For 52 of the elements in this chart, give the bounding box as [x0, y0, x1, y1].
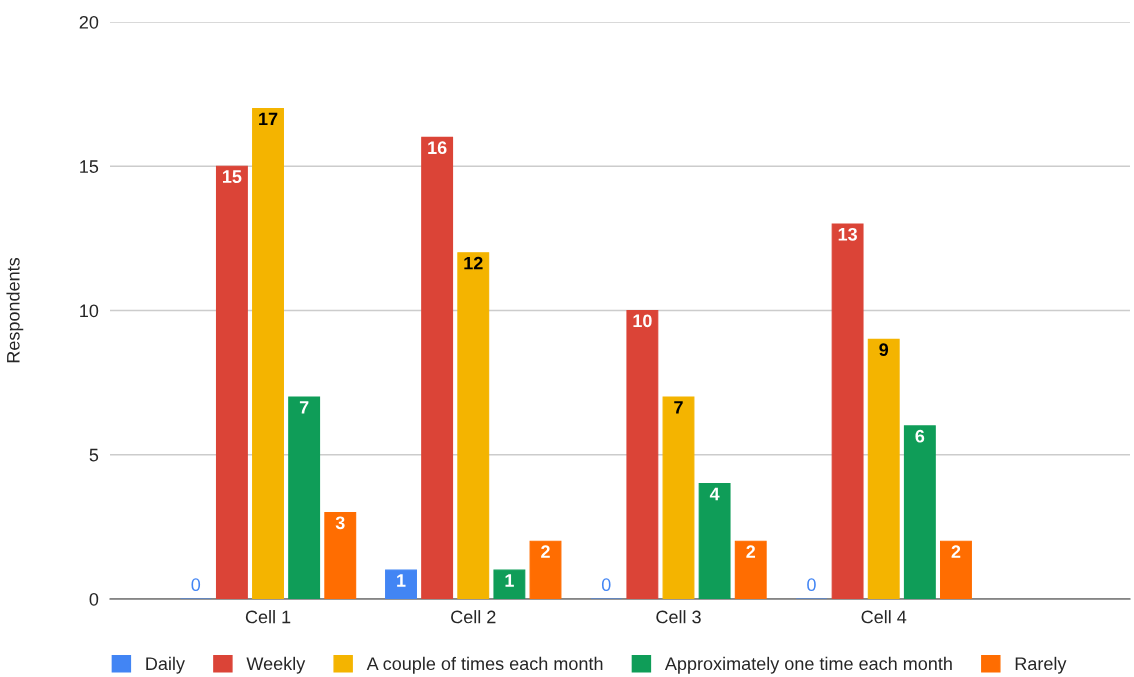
data-label: 16	[428, 141, 447, 155]
bar	[421, 136, 454, 599]
bar	[662, 396, 695, 599]
data-label: 2	[951, 545, 961, 558]
y-tick-label: 5	[89, 448, 99, 462]
data-label: 12	[464, 256, 483, 270]
data-label: 15	[223, 170, 242, 183]
bar	[940, 540, 972, 599]
data-label: 6	[915, 429, 925, 443]
data-label: 0	[191, 578, 201, 592]
data-label: 2	[746, 545, 756, 558]
bar	[734, 540, 767, 599]
bar	[385, 569, 417, 599]
bar	[698, 483, 731, 599]
bar	[457, 252, 490, 599]
y-tick-label: 0	[89, 592, 99, 606]
y-tick-label: 10	[80, 304, 99, 318]
data-label: 0	[807, 578, 816, 592]
x-tick-label: Cell 4	[861, 610, 907, 624]
data-label: 7	[299, 401, 309, 414]
bar	[288, 396, 321, 599]
data-label: 4	[709, 487, 720, 501]
bar	[903, 425, 936, 599]
y-tick-label: 15	[80, 160, 99, 173]
bar	[324, 511, 357, 599]
bar	[529, 540, 562, 599]
y-axis-title: Respondents	[6, 257, 24, 363]
legend-label: Approximately one time each month	[664, 656, 952, 674]
data-label: 2	[541, 545, 550, 558]
data-label: 1	[397, 574, 406, 587]
bar	[252, 107, 284, 599]
bar	[831, 223, 864, 599]
data-label: 3	[335, 516, 345, 530]
bar	[626, 309, 659, 599]
data-label: 1	[505, 574, 514, 587]
data-label: 17	[259, 112, 278, 126]
data-label: 7	[674, 401, 683, 414]
data-label: 0	[601, 578, 611, 592]
data-label: 9	[879, 343, 889, 357]
legend-label: Rarely	[1015, 656, 1067, 674]
data-label: 13	[838, 227, 857, 241]
x-tick-label: Cell 2	[451, 610, 496, 624]
legend-label: Weekly	[246, 656, 306, 674]
x-tick-label: Cell 3	[656, 610, 701, 624]
bar	[215, 165, 248, 599]
data-label: 10	[633, 314, 652, 328]
legend-label: A couple of times each month	[366, 656, 603, 674]
y-tick-label: 20	[79, 15, 99, 29]
bar	[493, 569, 526, 599]
x-tick-label: Cell 1	[245, 610, 291, 624]
bar	[867, 338, 900, 599]
legend-label: Daily	[146, 656, 185, 674]
